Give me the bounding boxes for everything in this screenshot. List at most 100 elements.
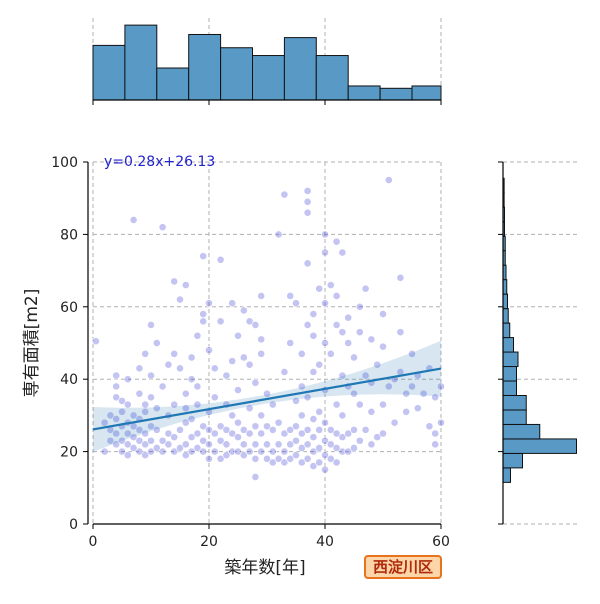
scatter-point [274,440,283,449]
scatter-point [303,454,312,463]
scatter-point [326,349,335,358]
scatter-point [170,349,179,358]
scatter-point [321,299,329,308]
scatter-point [222,451,231,460]
scatter-point [129,216,138,224]
right-hist-bar [502,380,517,396]
scatter-point [332,444,341,452]
scatter-point [338,447,347,456]
y-tick-label: 40 [60,372,78,388]
scatter-point [303,425,312,434]
scatter-point [210,429,219,438]
y-tick-label: 0 [69,517,78,533]
scatter-point [222,425,231,434]
scatter-point [315,444,324,452]
scatter-point [118,397,126,405]
scatter-point [199,310,208,318]
scatter-point [292,436,300,445]
scatter-point [280,458,289,467]
scatter-point [239,425,248,434]
scatter-point [303,440,312,449]
scatter-point [286,454,295,463]
scatter-point [181,440,190,449]
scatter-point [263,422,271,431]
scatter-point [332,320,341,329]
scatter-point [332,429,341,438]
scatter-point [141,429,150,438]
scatter-point [309,447,318,456]
main-scatter-plot: 0 20 40 60 0 20 40 60 80 100 [51,155,450,550]
scatter-point [344,429,353,438]
scatter-point [315,360,324,369]
scatter-point [268,447,277,456]
scatter-point [332,292,341,300]
scatter-point [280,368,289,376]
scatter-point [118,407,126,416]
scatter-point [280,447,289,456]
right-hist-bar [502,438,577,454]
scatter-point [361,371,370,380]
scatter-point [303,259,312,268]
scatter-point [152,425,161,434]
scatter-point [152,444,161,452]
scatter-point [303,187,312,195]
scatter-point [379,310,387,318]
x-tick-label: 20 [200,534,218,550]
scatter-point [379,429,387,438]
scatter-point [292,451,300,460]
scatter-point [234,331,242,340]
scatter-point [286,292,295,300]
scatter-point [222,440,231,449]
scatter-point [321,339,329,347]
scatter-point [315,284,324,293]
scatter-point [326,425,335,434]
scatter-point [205,346,213,355]
scatter-point [321,230,329,239]
scatter-point [309,368,318,376]
right-hist-bar [502,351,519,368]
top-hist-bar [252,55,285,101]
scatter-point [193,382,202,391]
x-axis-label: 築年数[年] [224,558,305,578]
scatter-point [280,429,289,438]
scatter-point [228,411,237,420]
scatter-point [199,317,208,326]
scatter-point [280,190,289,199]
scatter-point [361,425,370,434]
scatter-point [216,255,225,264]
scatter-point [309,462,318,470]
scatter-point [176,364,184,373]
scatter-point [135,447,144,456]
scatter-point [158,223,167,232]
scatter-point [141,440,150,449]
scatter-point [129,433,138,442]
scatter-point [297,444,306,452]
scatter-point [297,458,306,467]
scatter-point [199,447,208,456]
scatter-point [129,444,138,452]
scatter-point [257,349,266,358]
top-hist-bar [347,85,381,101]
scatter-point [135,389,144,398]
scatter-point [257,411,266,420]
scatter-point [239,353,248,362]
scatter-point [193,429,202,438]
scatter-point [321,465,329,474]
top-hist-bar [379,87,413,101]
top-hist-bar [188,33,222,101]
scatter-point [309,433,318,442]
scatter-point [170,447,179,456]
scatter-point [210,364,219,373]
scatter-point [361,284,370,293]
scatter-point [292,422,300,431]
scatter-point [303,208,312,217]
scatter-point [123,429,132,438]
scatter-point [396,328,405,337]
scatter-point [338,371,347,380]
scatter-point [193,444,202,452]
right-hist-bar [502,308,509,324]
scatter-point [234,418,242,427]
regression-line [92,367,442,431]
top-hist-bar [315,55,349,101]
scatter-point [419,389,428,398]
